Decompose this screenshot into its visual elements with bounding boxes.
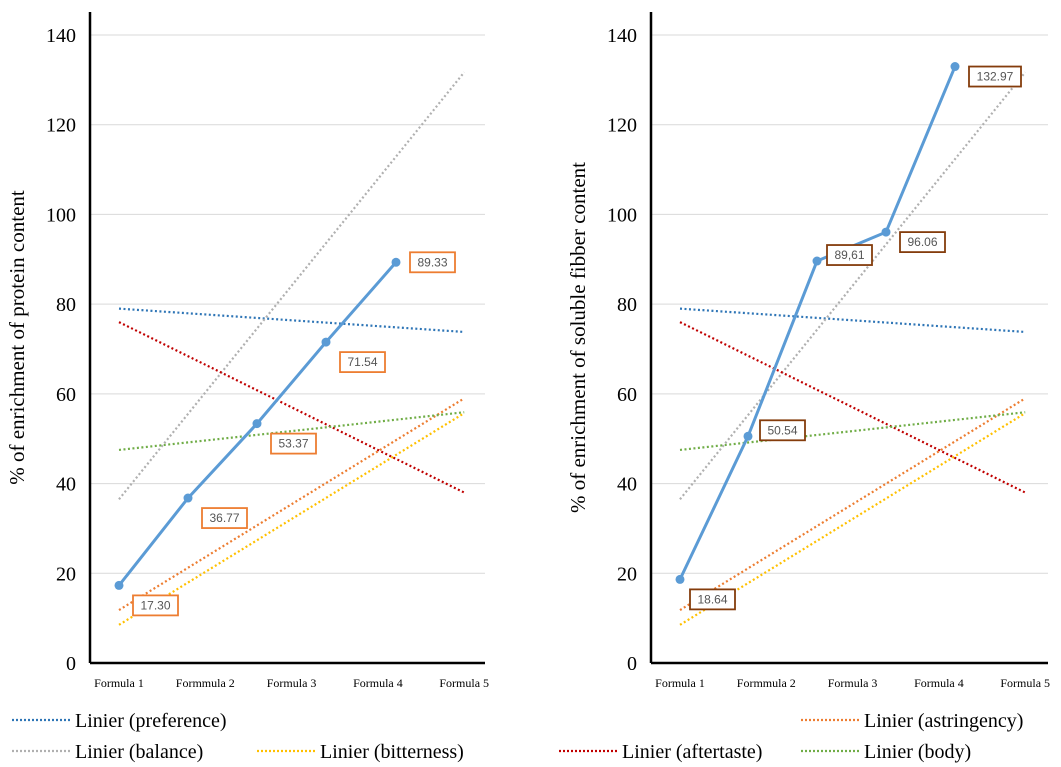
data-point	[114, 580, 124, 590]
x-tick-label: Formula 4	[353, 676, 403, 690]
x-tick-label: Formula 1	[655, 676, 705, 690]
data-label-box	[339, 351, 386, 373]
legend-label-balance: Linier (balance)	[75, 741, 203, 763]
legend-label-astringency: Linier (astringency)	[864, 710, 1023, 732]
legend-label-bitterness: Linier (bitterness)	[320, 741, 464, 763]
y-tick-label: 0	[66, 653, 76, 675]
y-tick-label: 0	[627, 653, 637, 675]
y-tick-label: 60	[617, 384, 637, 406]
data-label: 36.77	[209, 511, 239, 525]
y-tick-label: 80	[617, 294, 637, 316]
trendline-astringency	[679, 397, 1026, 612]
data-label: 18.64	[697, 592, 727, 606]
y-axis-label: % of enrichment of soluble fibber conten…	[566, 162, 590, 513]
data-label: 50.54	[767, 423, 797, 437]
legend: Linier (preference) Linier (balance) Lin…	[12, 710, 1023, 763]
y-tick-label: 40	[56, 474, 76, 496]
y-tick-label: 140	[607, 25, 637, 47]
y-tick-label: 100	[607, 204, 637, 226]
y-tick-label: 120	[607, 115, 637, 137]
data-point	[321, 337, 331, 347]
trendline-preference	[679, 307, 1026, 334]
y-tick-label: 120	[46, 115, 76, 137]
data-label: 53.37	[278, 437, 308, 451]
x-tick-label: Formula 4	[914, 676, 964, 690]
data-label-box	[201, 507, 248, 529]
trendline-body	[118, 411, 465, 452]
data-label: 89,61	[834, 248, 864, 262]
x-tick-label: Formmula 2	[176, 676, 235, 690]
x-tick-label: Formmula 2	[737, 676, 796, 690]
data-label-box	[409, 251, 456, 274]
legend-item-balance: Linier (balance)	[12, 741, 203, 763]
data-label: 132.97	[977, 70, 1014, 84]
y-tick-label: 40	[617, 474, 637, 496]
data-label: 96.06	[907, 235, 937, 249]
x-tick-label: Formula 3	[267, 676, 317, 690]
protein-chart: 0 20 40 60 80 100 120 140 % of enrichment of pro…	[5, 12, 489, 690]
y-axis-label: % of enrichment of protein content	[5, 190, 29, 485]
y-tick-label: 20	[56, 563, 76, 585]
data-label-box	[826, 244, 873, 266]
data-label-box	[899, 231, 946, 254]
trendline-aftertaste	[679, 321, 1026, 494]
data-label: 71.54	[347, 355, 377, 369]
data-label: 89.33	[417, 255, 447, 269]
data-point	[881, 227, 891, 237]
y-tick-label: 140	[46, 25, 76, 47]
trendline-body	[679, 411, 1026, 452]
data-label-box	[759, 419, 806, 442]
legend-label-preference: Linier (preference)	[75, 710, 227, 732]
trendline-balance	[118, 71, 466, 500]
y-tick-label: 20	[617, 563, 637, 585]
data-point	[183, 493, 193, 503]
y-tick-label: 60	[56, 384, 76, 406]
y-tick-label: 100	[46, 204, 76, 226]
data-point	[950, 62, 960, 72]
trendline-aftertaste	[118, 321, 465, 494]
x-tick-label: Formula 5	[1000, 676, 1050, 690]
legend-label-aftertaste: Linier (aftertaste)	[622, 741, 762, 763]
x-tick-label: Formula 1	[94, 676, 144, 690]
x-tick-label: Formula 5	[439, 676, 489, 690]
fibber-chart: 0 20 40 60 80 100 120 140 % of enrichment of sol…	[566, 12, 1050, 690]
legend-item-preference: Linier (preference)	[12, 710, 227, 732]
x-tick-label: Formula 3	[828, 676, 878, 690]
y-tick-label: 80	[56, 294, 76, 316]
legend-item-astringency: Linier (astringency)	[801, 710, 1023, 732]
data-label: 17.30	[140, 598, 170, 612]
data-label-box	[689, 588, 736, 611]
trendline-astringency	[118, 397, 465, 612]
trendline-preference	[118, 307, 465, 334]
data-point	[675, 574, 685, 584]
data-label-box	[968, 65, 1022, 88]
data-point	[812, 256, 822, 266]
main-series-line	[678, 65, 957, 581]
trendline-balance	[679, 71, 1027, 500]
data-label-box	[132, 594, 179, 617]
data-point	[743, 431, 753, 441]
data-point	[391, 257, 401, 267]
legend-item-bitterness: Linier (bitterness)	[257, 741, 464, 763]
legend-label-body: Linier (body)	[864, 741, 971, 763]
legend-item-aftertaste: Linier (aftertaste)	[559, 741, 762, 763]
data-label-box	[270, 432, 317, 455]
data-point	[252, 419, 262, 429]
legend-item-body: Linier (body)	[801, 741, 971, 763]
